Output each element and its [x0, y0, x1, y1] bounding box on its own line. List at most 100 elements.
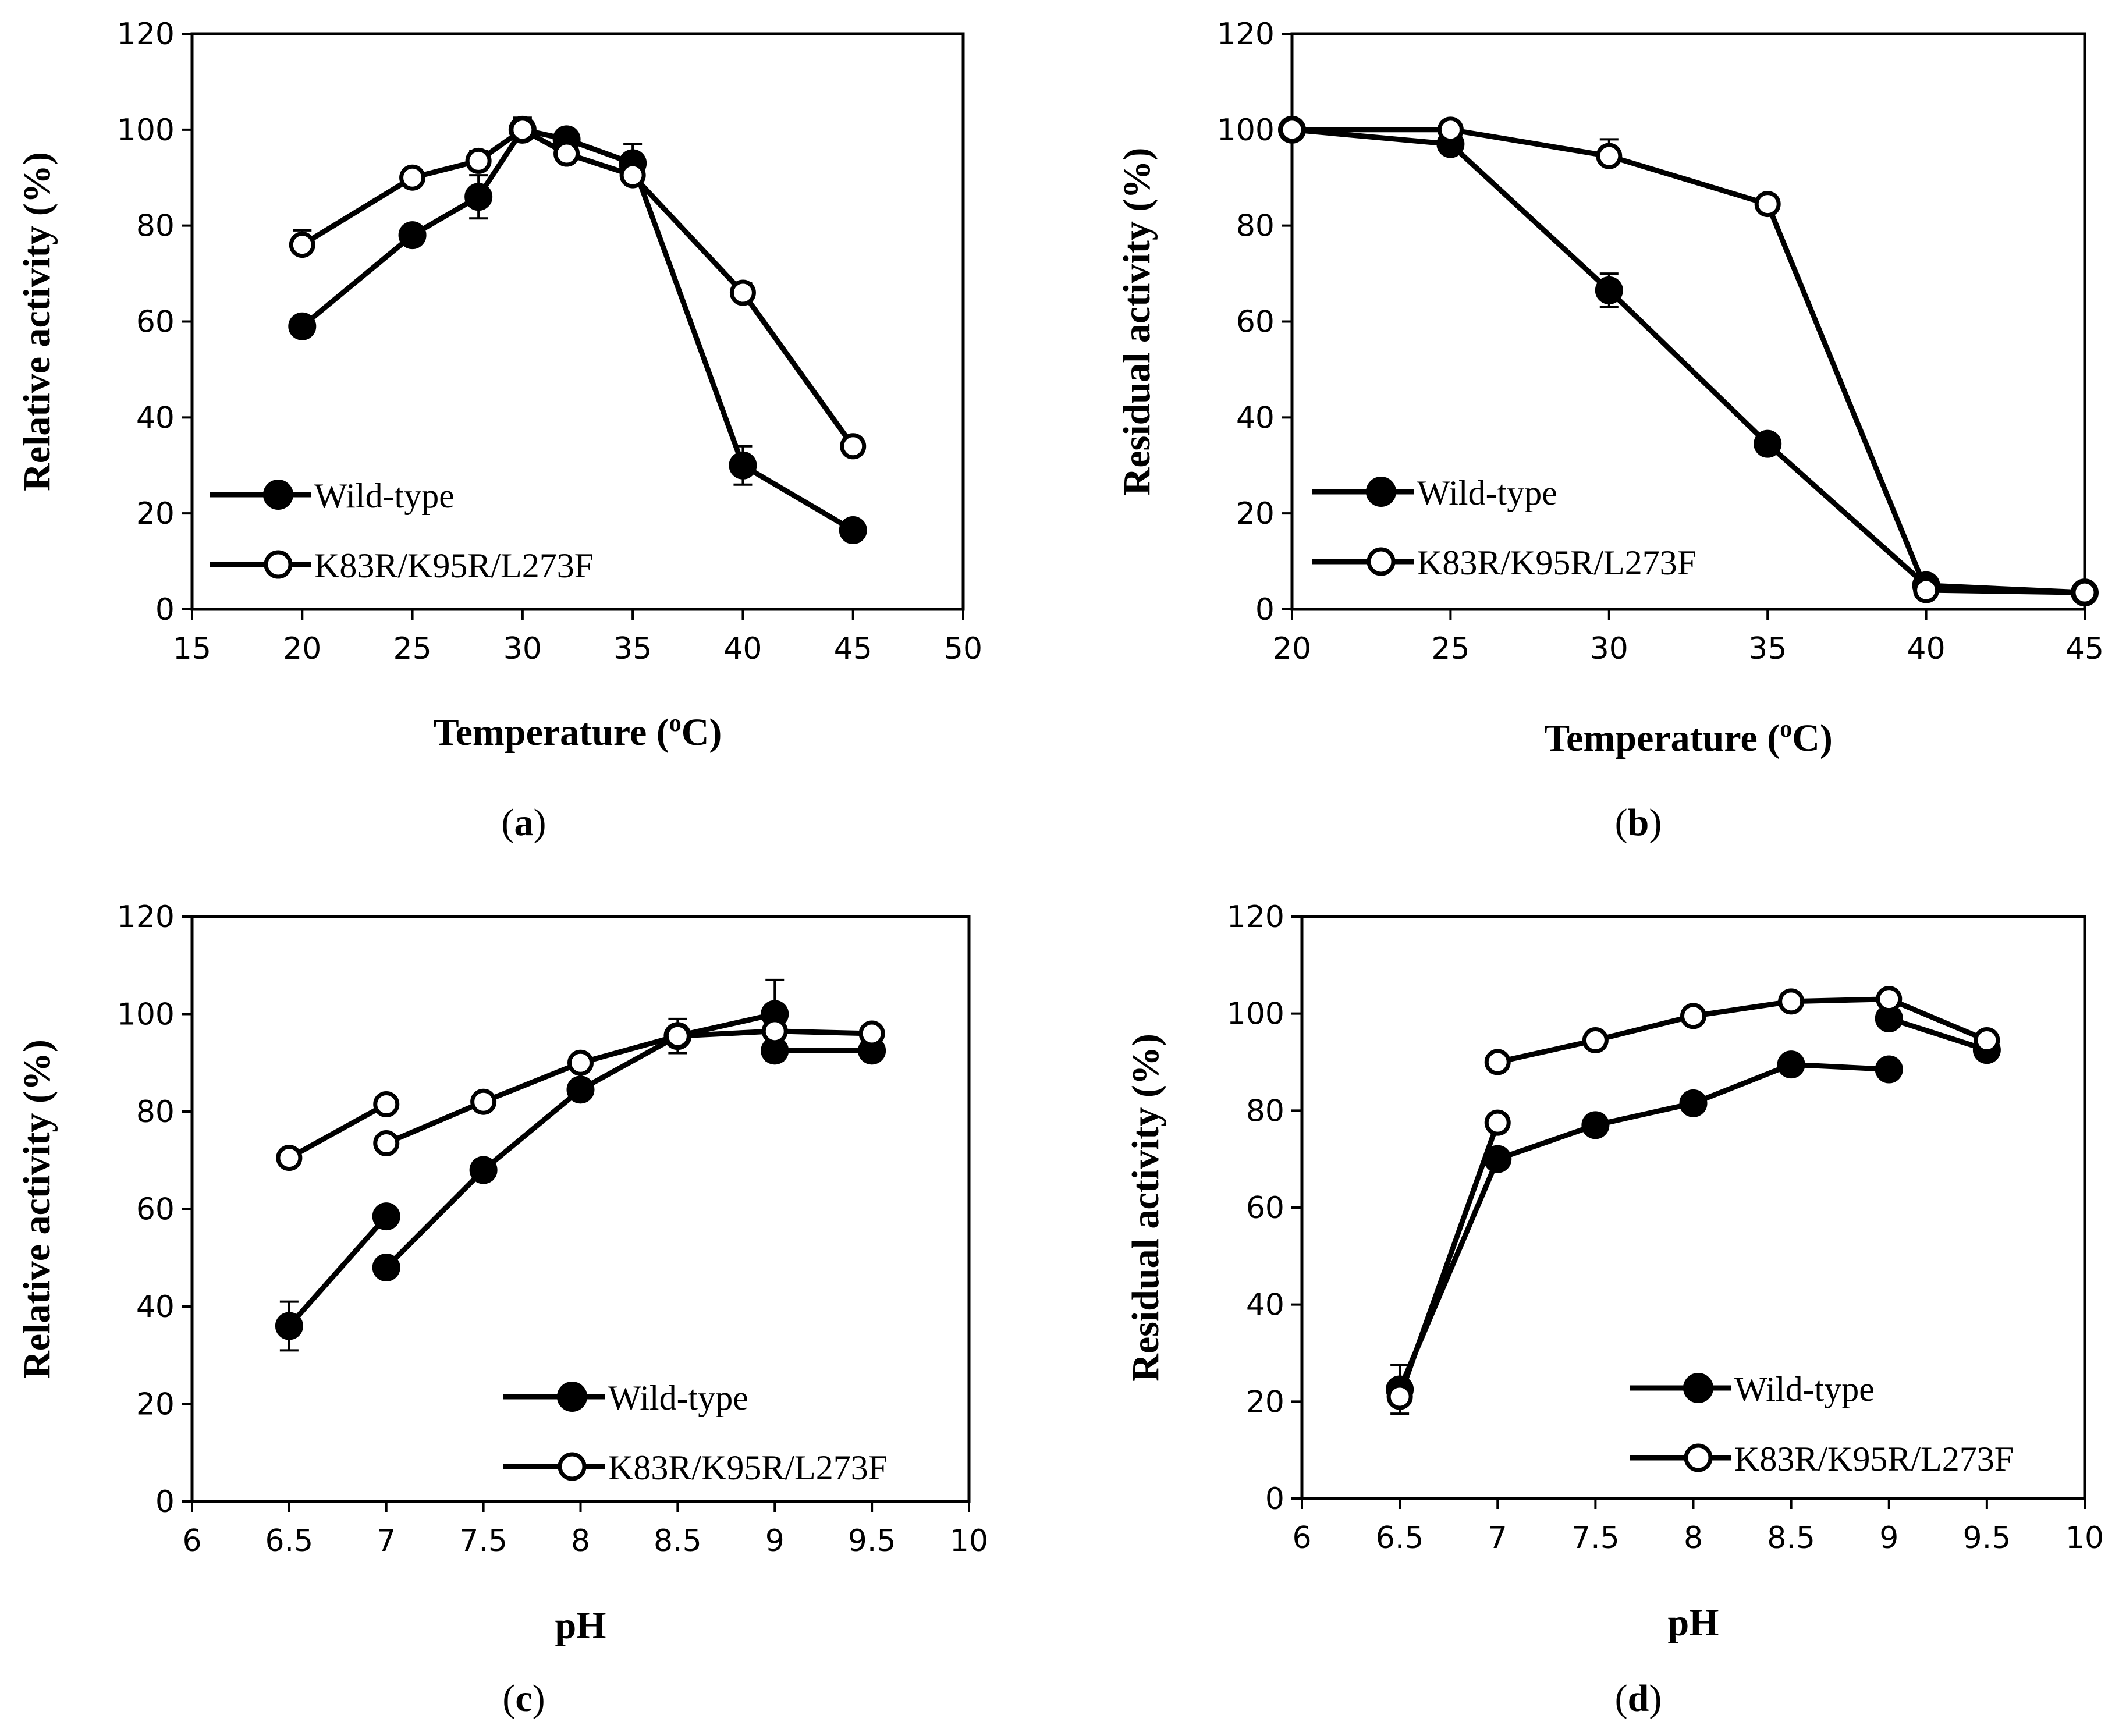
- x-tick-label: 20: [283, 631, 321, 666]
- x-axis-title-sup: o: [1780, 716, 1792, 743]
- x-tick-label: 6: [182, 1524, 201, 1559]
- y-tick-label: 80: [136, 1095, 175, 1130]
- legend-label: Wild-type: [314, 477, 455, 515]
- data-point: [288, 312, 317, 340]
- x-tick-label: 20: [1273, 631, 1311, 666]
- data-point: [1876, 986, 1903, 1013]
- x-tick-label: 8.5: [654, 1524, 702, 1559]
- legend: Wild-type K83R/K95R/L273F: [1312, 474, 1696, 582]
- legend-label: K83R/K95R/L273F: [314, 546, 594, 585]
- legend-marker: [557, 1382, 587, 1412]
- legend-label: K83R/K95R/L273F: [1417, 544, 1696, 582]
- data-point: [1974, 1027, 2000, 1053]
- data-point: [664, 1023, 691, 1049]
- data-point: [464, 183, 493, 211]
- panel-c: 0 20 40 60 80 100 120 6 6.5 7 7.5 8 8.5 9 9.5 10 pH Relat…: [16, 900, 988, 1720]
- y-tick-label: 60: [136, 305, 175, 340]
- data-point: [1386, 1383, 1413, 1410]
- legend-label: Wild-type: [1734, 1370, 1875, 1408]
- y-tick-label: 120: [1227, 900, 1284, 935]
- x-tick-label: 7: [377, 1524, 396, 1559]
- data-point: [1754, 191, 1781, 218]
- x-tick-label: 45: [834, 631, 872, 666]
- x-axis-title-tail: C): [682, 711, 722, 754]
- data-point: [276, 1145, 303, 1171]
- x-tick-label: 10: [2065, 1521, 2104, 1556]
- data-point: [840, 433, 867, 460]
- legend-label: Wild-type: [608, 1379, 748, 1417]
- y-tick-label: 120: [117, 17, 175, 52]
- data-point: [372, 1202, 400, 1231]
- x-tick-label: 30: [503, 631, 542, 666]
- y-tick-label: 80: [136, 209, 175, 244]
- data-point: [373, 1130, 400, 1156]
- data-point: [1437, 116, 1464, 143]
- x-axis-title: Temperature (oC): [1544, 716, 1833, 759]
- x-axis-title-main: Temperature (: [1544, 717, 1780, 759]
- data-point: [567, 1049, 594, 1076]
- y-tick-label: 80: [1246, 1094, 1284, 1128]
- data-point: [1754, 429, 1782, 458]
- data-point: [858, 1020, 885, 1047]
- panel-label-close: ): [1649, 1677, 1662, 1720]
- x-tick-label: 15: [173, 631, 211, 666]
- y-tick-label: 120: [117, 900, 175, 935]
- y-tick-label: 120: [1217, 17, 1275, 52]
- panel-a: 0 20 40 60 80 100 120 15 20 25 30 35 40 45 50 Temperatu…: [16, 17, 982, 844]
- panel-label-close: ): [534, 801, 546, 844]
- data-point: [465, 147, 492, 174]
- y-tick-label: 100: [1227, 997, 1284, 1032]
- x-tick-label: 6.5: [265, 1524, 314, 1559]
- y-tick-label: 40: [1236, 400, 1275, 435]
- series-mutant: [276, 1018, 885, 1171]
- series-wild-type: [275, 978, 886, 1352]
- x-tick-label: 45: [2065, 631, 2104, 666]
- x-axis-title-main: pH: [1667, 1602, 1719, 1644]
- data-point: [1875, 1055, 1903, 1084]
- data-point: [1582, 1027, 1609, 1053]
- x-tick-label: 6: [1292, 1521, 1311, 1556]
- x-axis-title-sup: o: [669, 710, 682, 737]
- data-point: [372, 1254, 400, 1281]
- legend-marker: [1367, 547, 1396, 576]
- data-point: [1595, 276, 1623, 304]
- panel-label: (d): [1615, 1677, 1662, 1720]
- panel-label-letter: b: [1628, 801, 1649, 844]
- panel-d: 0 20 40 60 80 100 120 6 6.5 7 7.5 8 8.5 9 9.5 10 pH Resid…: [1124, 900, 2104, 1720]
- data-point: [1777, 1050, 1805, 1079]
- x-tick-label: 7.5: [459, 1524, 507, 1559]
- y-tick-label: 0: [1265, 1482, 1284, 1517]
- data-point: [399, 164, 426, 191]
- data-point: [1484, 1109, 1511, 1136]
- legend-marker: [264, 550, 293, 579]
- y-axis-title: Relative activity (%): [16, 152, 58, 491]
- legend: Wild-type K83R/K95R/L273F: [503, 1379, 888, 1487]
- y-axis-title: Relative activity (%): [16, 1039, 58, 1379]
- data-point: [289, 232, 315, 258]
- y-tick-label: 100: [117, 997, 175, 1032]
- x-tick-label: 8.5: [1767, 1521, 1815, 1556]
- y-axis-title: Residual activity (%): [1124, 1034, 1167, 1382]
- panel-label-open: (: [1615, 801, 1628, 844]
- panel-label-open: (: [502, 1677, 515, 1720]
- panel-label: (a): [502, 801, 546, 844]
- series-mutant: [1279, 116, 2098, 606]
- data-point: [2071, 579, 2098, 606]
- x-tick-label: 6.5: [1376, 1521, 1424, 1556]
- data-point: [553, 140, 580, 167]
- y-axis-title: Residual activity (%): [1116, 148, 1158, 496]
- panel-label: (b): [1615, 801, 1662, 844]
- series-wild-type: [288, 115, 867, 545]
- panel-label-letter: d: [1628, 1677, 1649, 1720]
- legend: Wild-type K83R/K95R/L273F: [210, 477, 594, 585]
- legend-label: Wild-type: [1417, 474, 1557, 512]
- y-tick-label: 100: [117, 113, 175, 148]
- series-line: [1397, 996, 1988, 1398]
- x-tick-label: 50: [944, 631, 982, 666]
- x-axis-title: Temperature (oC): [434, 710, 722, 754]
- series-line: [288, 1028, 872, 1160]
- y-tick-label: 0: [155, 592, 175, 627]
- data-point: [1679, 1089, 1708, 1117]
- legend-marker: [558, 1452, 587, 1481]
